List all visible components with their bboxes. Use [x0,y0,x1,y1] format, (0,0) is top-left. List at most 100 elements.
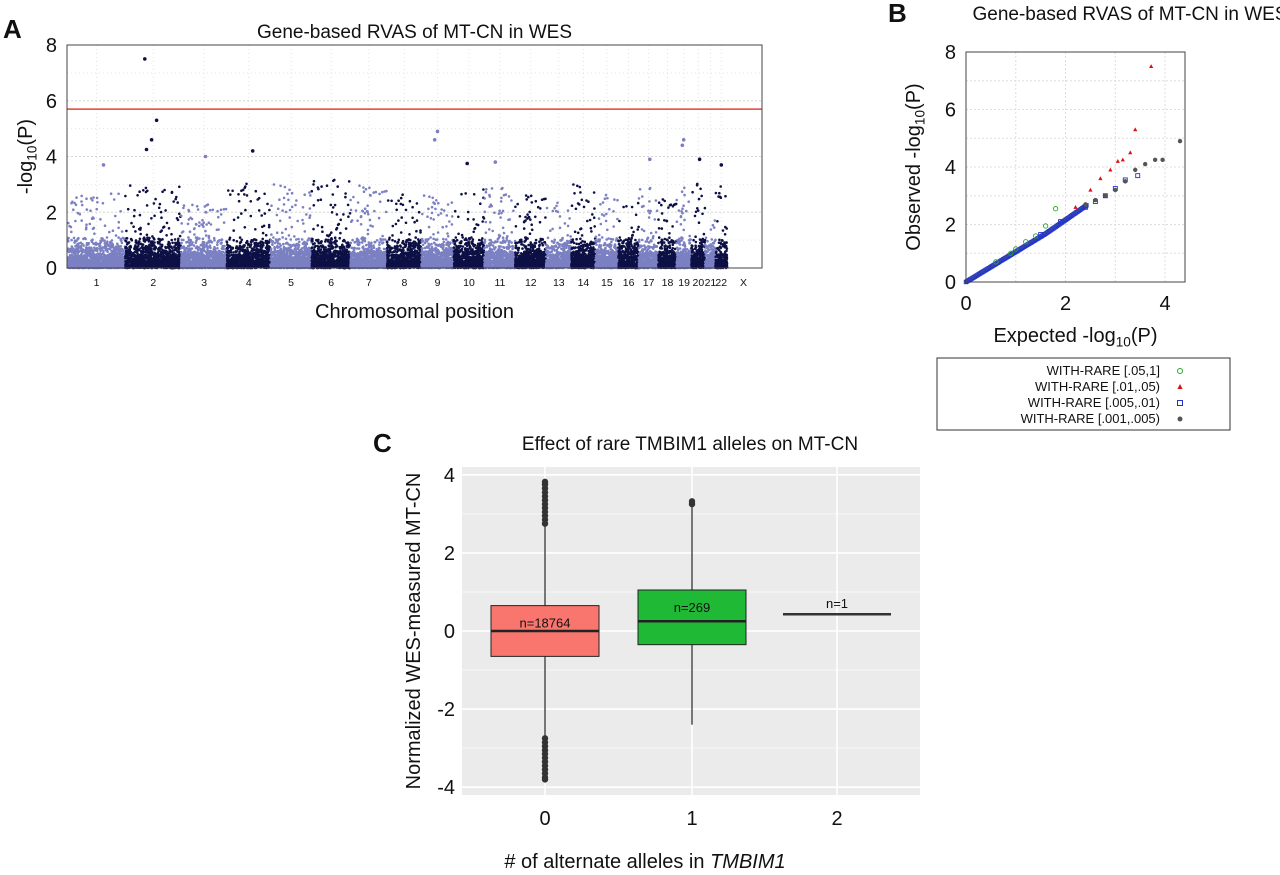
gene-point [83,251,86,254]
gene-point [180,222,183,225]
gene-point [202,221,205,224]
gene-point [181,247,184,250]
gene-point [289,238,292,241]
gene-point [97,257,100,260]
gene-point [240,212,243,215]
gene-point [264,212,267,215]
gene-point [112,229,115,232]
gene-point [187,236,190,239]
gene-point [85,246,88,249]
gene-point [110,253,113,256]
gene-point [139,238,142,241]
gene-point [218,250,221,253]
gene-point [133,209,136,212]
gene-point [256,264,259,267]
gene-point [91,217,94,220]
gene-point [216,241,219,244]
gene-point [239,236,242,239]
gene-point [301,219,304,222]
gene-point [261,238,264,241]
gene-point [113,259,116,262]
gene-point [283,203,286,206]
gene-point [206,248,209,251]
gene-point [110,192,113,195]
gene-point [96,197,99,200]
gene-point [170,239,173,242]
gene-point [80,195,83,198]
gene-point [240,256,243,259]
gene-point [266,203,269,206]
gene-point [176,241,179,244]
gene-point [295,199,298,202]
gene-point [287,199,290,202]
gene-point [200,223,203,226]
gene-point [168,227,171,230]
gene-point [250,241,253,244]
gene-point [168,263,171,266]
gene-point [116,254,119,257]
gene-point [266,252,269,255]
gene-point [178,213,181,216]
gene-point [117,236,120,239]
gene-point [73,251,76,254]
gene-point [303,193,306,196]
gene-point [202,226,205,229]
gene-point [243,187,246,190]
gene-point [125,240,128,243]
gene-point [187,223,190,226]
gene-point [196,258,199,261]
gene-point [145,251,148,254]
gene-point [128,241,131,244]
gene-point [291,244,294,247]
gene-point [247,244,250,247]
gene-point [227,259,230,262]
gene-point [205,257,208,260]
gene-point [250,200,253,203]
gene-point [71,245,74,248]
gene-point [291,206,294,209]
gene-point [200,244,203,247]
gene-point [285,238,288,241]
gene-point [216,229,219,232]
gene-point [188,265,191,268]
gene-point [119,210,122,213]
gene-point [71,257,74,260]
gene-point [258,255,261,258]
gene-point [182,257,185,260]
gene-point [202,238,205,241]
gene-point [196,205,199,208]
gene-point [185,241,188,244]
gene-point [113,198,116,201]
gene-point [95,208,98,211]
gene-point [197,208,200,211]
gene-point [125,230,128,233]
gene-point [202,262,205,265]
gene-point [250,261,253,264]
gene-point [182,207,185,210]
gene-point [209,246,212,249]
gene-point [161,259,164,262]
gene-point [291,226,294,229]
gene-point [130,265,133,268]
gene-point [252,259,255,262]
gene-point [238,246,241,249]
gene-point [215,251,218,254]
gene-point [146,204,149,207]
gene-point [119,251,122,254]
gene-point [174,198,177,201]
gene-point [73,202,76,205]
gene-point [127,208,130,211]
gene-point [104,224,107,227]
gene-point [203,246,206,249]
gene-point [244,254,247,257]
gene-point [81,243,84,246]
gene-point [205,243,208,246]
gene-point [308,216,311,219]
gene-point [236,240,239,243]
gene-point [168,244,171,247]
gene-point [172,256,175,259]
gene-point [223,221,226,224]
gene-point [139,214,142,217]
gene-point [133,215,136,218]
